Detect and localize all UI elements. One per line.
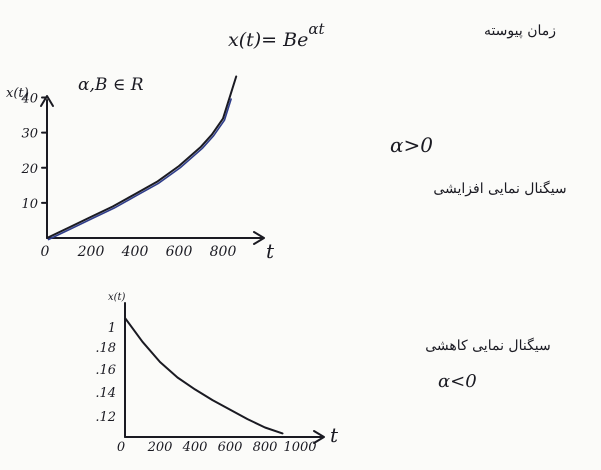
formula-exponent: αt bbox=[308, 20, 325, 38]
formula-main: x(t)= Be bbox=[228, 29, 308, 51]
growth-y-tick-label: 20 bbox=[20, 162, 38, 177]
growth-x-label: t bbox=[266, 239, 275, 263]
formula: x(t)= Beαt bbox=[228, 20, 325, 51]
decay-curve bbox=[124, 317, 284, 435]
decay-x-tick-label: 400 bbox=[182, 440, 208, 455]
growth-chart: 10 20 30 40 0 200 400 600 800 x(t) t bbox=[6, 75, 275, 263]
decay-x-label: t bbox=[330, 423, 339, 447]
decay-chart: .12 .14 .16 .18 1 0 200 400 600 800 1000 x(t) t bbox=[95, 292, 339, 455]
decay-x-tick-label: 0 bbox=[117, 440, 125, 455]
growth-condition: α>0 bbox=[390, 133, 433, 157]
decay-x-arrow bbox=[313, 430, 325, 444]
decay-y-tick-label: .14 bbox=[95, 386, 116, 401]
decay-x-tick-label: 1000 bbox=[283, 440, 316, 455]
growth-x-tick-label: 800 bbox=[210, 244, 237, 260]
growth-x-tick-label: 400 bbox=[121, 244, 149, 260]
decay-y-tick-label: .12 bbox=[95, 410, 116, 425]
growth-curve-overlay bbox=[47, 98, 232, 241]
growth-y-tick-label: 40 bbox=[20, 92, 38, 107]
growth-y-label: x(t) bbox=[6, 86, 29, 101]
growth-y-tick-label: 30 bbox=[21, 127, 38, 142]
growth-y-arrow bbox=[40, 95, 54, 107]
decay-y-label: x(t) bbox=[108, 292, 126, 303]
growth-x-tick-label: 0 bbox=[41, 244, 50, 260]
growth-label-fa: سیگنال نمایی افزایشی bbox=[433, 180, 566, 197]
growth-x-tick-label: 200 bbox=[77, 244, 105, 260]
decay-x-tick-label: 600 bbox=[218, 440, 243, 455]
growth-y-tick-label: 10 bbox=[21, 197, 38, 212]
growth-x-tick-label: 600 bbox=[166, 244, 193, 260]
params-note: α,B ∈ R bbox=[78, 75, 144, 95]
growth-x-arrow bbox=[253, 231, 265, 245]
decay-label-fa: سیگنال نمایی کاهشی bbox=[425, 337, 551, 354]
decay-x-tick-label: 200 bbox=[147, 440, 173, 455]
growth-curve bbox=[46, 75, 238, 239]
decay-condition: α<0 bbox=[438, 371, 477, 392]
title-fa: زمان پیوسته bbox=[484, 23, 556, 39]
decay-x-tick-label: 800 bbox=[253, 440, 278, 455]
decay-y-tick-label: .16 bbox=[95, 363, 116, 378]
decay-y-tick-label: 1 bbox=[108, 321, 116, 336]
decay-y-tick-label: .18 bbox=[95, 341, 116, 356]
